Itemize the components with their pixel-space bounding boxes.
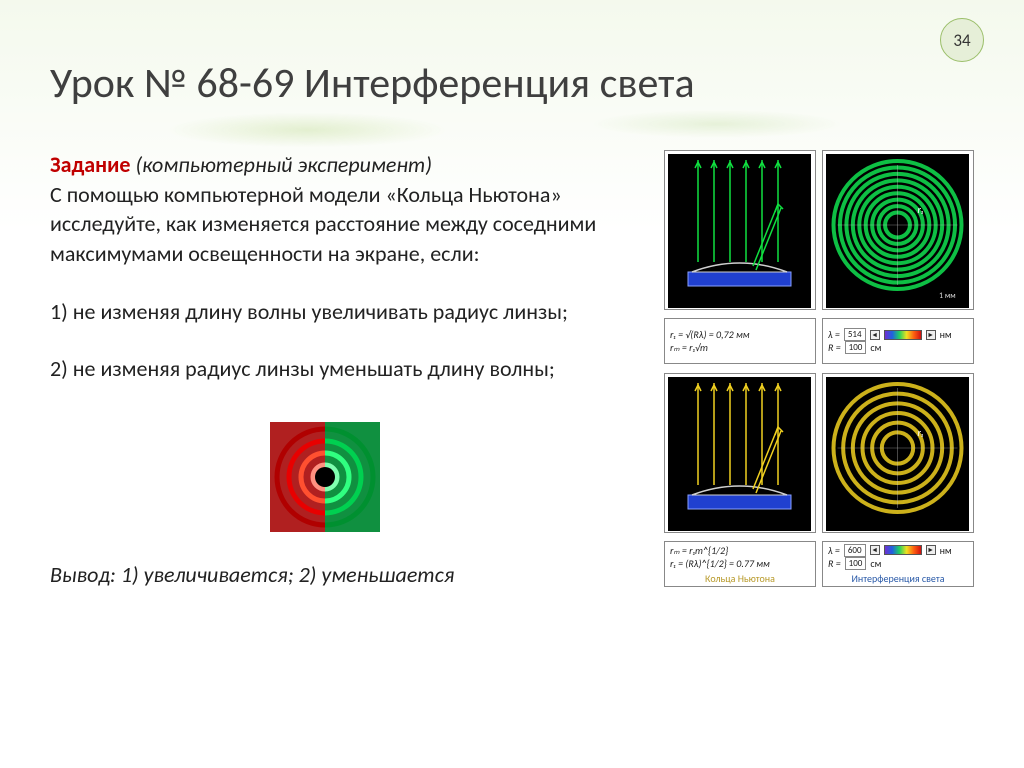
ctrl-yellow-params: λ = 600 ◄ ► нм R = 100 см Интерференция … <box>822 541 974 587</box>
sim-yellow-setup <box>664 373 816 533</box>
formula-r1-green: r₁ = √(Rλ) = 0,72 мм <box>670 328 810 341</box>
lambda-input-yellow[interactable]: 600 <box>844 544 866 557</box>
slide-title: Урок № 68-69 Интерференция света <box>50 58 695 109</box>
sim-yellow-rings: r₁ <box>822 373 974 533</box>
radius-row-yellow: R = 100 см <box>828 557 968 570</box>
radius-row-green: R = 100 см <box>828 341 968 354</box>
ctrl-green-params: λ = 514 ◄ ► нм R = 100 см <box>822 318 974 364</box>
text-column: Задание (компьютерный эксперимент) С пом… <box>50 150 644 590</box>
conclusion: Вывод: 1) увеличивается; 2) уменьшается <box>50 560 644 590</box>
question-2: 2) не изменяя радиус линзы уменьшать дли… <box>50 354 644 384</box>
page-number: 34 <box>953 30 970 51</box>
lambda-row-yellow: λ = 600 ◄ ► нм <box>828 544 968 557</box>
caption-newton-rings: Кольца Ньютона <box>670 572 810 585</box>
formula-r1-yellow: r₁ = (Rλ)^{1/2} = 0.77 мм <box>670 557 810 570</box>
dec-button[interactable]: ◄ <box>870 330 880 340</box>
svg-text:r₁: r₁ <box>918 426 924 439</box>
mini-rings-diagram <box>270 422 380 540</box>
content-area: Задание (компьютерный эксперимент) С пом… <box>50 150 974 590</box>
inc-button[interactable]: ► <box>926 545 936 555</box>
sim-green-rings: r₁ 1 мм <box>822 150 974 310</box>
dec-button[interactable]: ◄ <box>870 545 880 555</box>
ctrl-green-formulas: r₁ = √(Rλ) = 0,72 мм rₘ = r₁√m <box>664 318 816 364</box>
spectrum-bar[interactable] <box>884 545 922 555</box>
question-1: 1) не изменяя длину волны увеличивать ра… <box>50 297 644 327</box>
radius-input-green[interactable]: 100 <box>845 341 867 354</box>
simulation-panels: r₁ 1 мм r₁ = √(Rλ) = 0,72 мм rₘ = r₁√m λ … <box>664 150 974 590</box>
task-paragraph: Задание (компьютерный эксперимент) С пом… <box>50 150 644 269</box>
caption-interference: Интерференция света <box>828 572 968 585</box>
task-label: Задание <box>50 151 130 178</box>
lambda-row-green: λ = 514 ◄ ► нм <box>828 328 968 341</box>
lambda-input-green[interactable]: 514 <box>844 328 866 341</box>
ctrl-yellow-formulas: rₘ = r₁m^{1/2} r₁ = (Rλ)^{1/2} = 0.77 мм… <box>664 541 816 587</box>
formula-rm-yellow: rₘ = r₁m^{1/2} <box>670 544 810 557</box>
radius-input-yellow[interactable]: 100 <box>845 557 867 570</box>
sim-green-setup <box>664 150 816 310</box>
svg-text:r₁: r₁ <box>918 203 924 216</box>
svg-text:1 мм: 1 мм <box>939 291 956 301</box>
formula-rm-green: rₘ = r₁√m <box>670 341 810 354</box>
task-body-text: С помощью компьютерной модели «Кольца Нь… <box>50 181 596 267</box>
inc-button[interactable]: ► <box>926 330 936 340</box>
task-kind: (компьютерный эксперимент) <box>135 151 432 178</box>
spectrum-bar[interactable] <box>884 330 922 340</box>
page-number-badge: 34 <box>940 18 984 62</box>
